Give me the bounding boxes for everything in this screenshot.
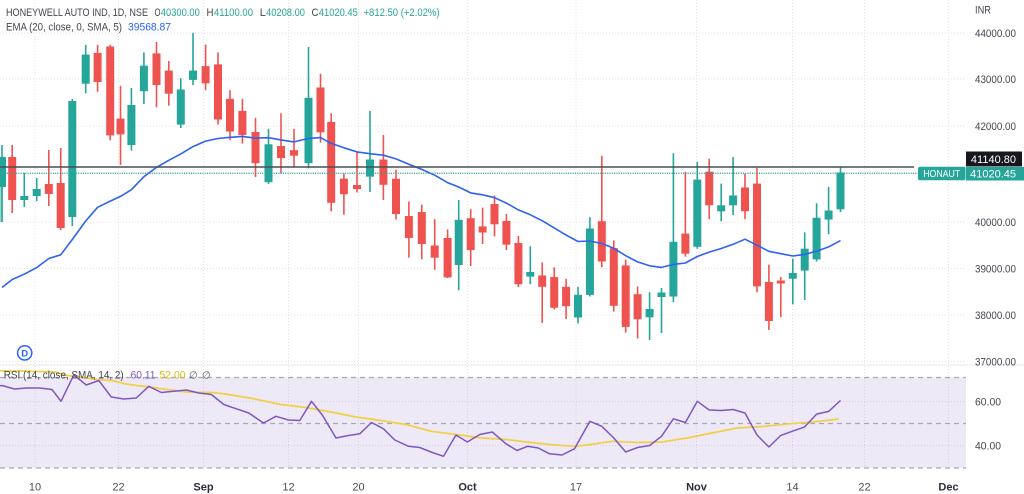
svg-text:20: 20 bbox=[352, 482, 364, 494]
svg-text:∅: ∅ bbox=[189, 371, 198, 382]
svg-text:60.11: 60.11 bbox=[131, 370, 156, 382]
svg-text:52.00: 52.00 bbox=[160, 370, 186, 382]
svg-text:37000.00: 37000.00 bbox=[975, 357, 1016, 369]
svg-text:39568.87: 39568.87 bbox=[128, 22, 171, 34]
svg-text:12: 12 bbox=[282, 482, 294, 494]
svg-text:17: 17 bbox=[570, 482, 582, 494]
svg-text:41020.45: 41020.45 bbox=[319, 7, 358, 19]
svg-text:39000.00: 39000.00 bbox=[975, 264, 1016, 276]
svg-text:40208.00: 40208.00 bbox=[266, 7, 305, 19]
svg-text:41100.00: 41100.00 bbox=[214, 7, 253, 19]
svg-text:43000.00: 43000.00 bbox=[975, 74, 1016, 86]
svg-text:38000.00: 38000.00 bbox=[975, 310, 1016, 322]
svg-text:∅: ∅ bbox=[202, 371, 211, 382]
svg-text:HONAUT: HONAUT bbox=[923, 169, 960, 180]
svg-text:INR: INR bbox=[975, 5, 991, 17]
svg-text:41140.80: 41140.80 bbox=[971, 154, 1016, 166]
svg-text:O: O bbox=[155, 7, 161, 19]
svg-text:44000.00: 44000.00 bbox=[975, 28, 1016, 40]
svg-text:L: L bbox=[260, 7, 266, 19]
svg-text:14: 14 bbox=[786, 482, 798, 494]
svg-text:H: H bbox=[207, 7, 214, 19]
svg-text:Sep: Sep bbox=[193, 482, 213, 494]
svg-text:D: D bbox=[21, 349, 28, 360]
svg-text:42000.00: 42000.00 bbox=[975, 121, 1016, 133]
svg-text:HONEYWELL AUTO IND, 1D, NSE: HONEYWELL AUTO IND, 1D, NSE bbox=[6, 7, 148, 19]
svg-text:60.00: 60.00 bbox=[975, 397, 1001, 409]
svg-text:41020.45: 41020.45 bbox=[970, 169, 1016, 181]
svg-text:40000.00: 40000.00 bbox=[975, 217, 1016, 229]
svg-text:RSI (14, close, SMA, 14, 2): RSI (14, close, SMA, 14, 2) bbox=[4, 370, 124, 382]
svg-text:40.00: 40.00 bbox=[975, 441, 1001, 453]
svg-text:22: 22 bbox=[112, 482, 124, 494]
svg-text:EMA (20, close, 0, SMA, 5): EMA (20, close, 0, SMA, 5) bbox=[6, 22, 122, 34]
svg-text:10: 10 bbox=[29, 482, 41, 494]
svg-text:22: 22 bbox=[858, 482, 870, 494]
svg-text:Dec: Dec bbox=[938, 482, 958, 494]
svg-text:Nov: Nov bbox=[686, 482, 708, 494]
svg-text:40300.00: 40300.00 bbox=[161, 7, 200, 19]
svg-text:+812.50 (+2.02%): +812.50 (+2.02%) bbox=[364, 7, 440, 19]
svg-text:C: C bbox=[312, 7, 319, 19]
svg-text:Oct: Oct bbox=[458, 482, 477, 494]
